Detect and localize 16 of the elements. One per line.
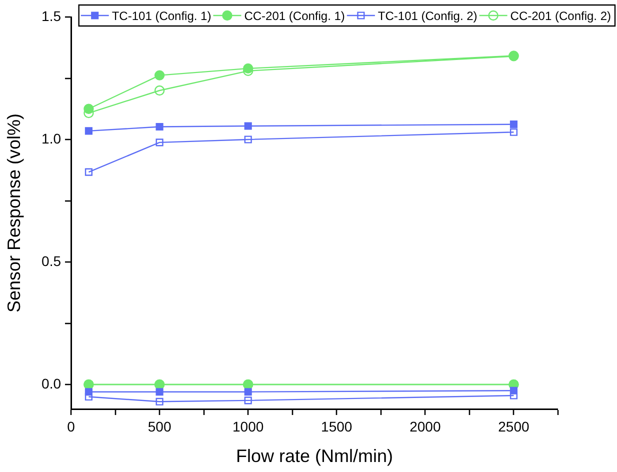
x-tick-label: 500 [148, 418, 172, 434]
legend-label: CC-201 (Config. 2) [510, 8, 612, 23]
x-tick-label: 0 [67, 418, 76, 434]
y-tick-label: 1.5 [42, 8, 62, 24]
x-tick-label: 2500 [498, 418, 530, 434]
y-tick-label: 0.5 [42, 252, 62, 269]
legend-label: TC-101 (Config. 1) [112, 8, 212, 23]
x-tick-label: 2000 [410, 418, 441, 434]
y-axis-title: Sensor Response (vol%) [4, 113, 24, 313]
legend-label: CC-201 (Config. 1) [244, 8, 345, 23]
y-tick-label: 1.0 [42, 130, 62, 146]
y-tick-label: 0.0 [42, 375, 62, 392]
x-axis-title: Flow rate (Nml/min) [236, 446, 394, 466]
x-tick-label: 1500 [321, 418, 352, 434]
x-tick-label: 1000 [232, 418, 264, 434]
legend-label: TC-101 (Config. 2) [378, 8, 478, 23]
